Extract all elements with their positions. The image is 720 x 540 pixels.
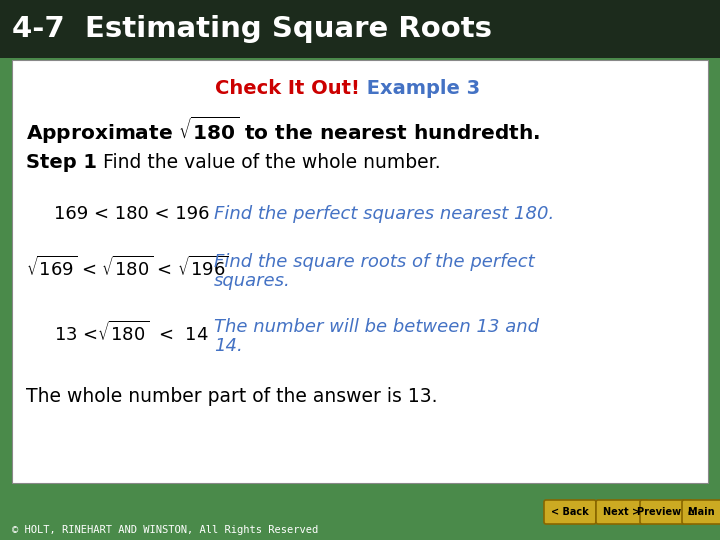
Text: Find the perfect squares nearest 180.: Find the perfect squares nearest 180. bbox=[214, 205, 554, 223]
FancyBboxPatch shape bbox=[596, 500, 648, 524]
FancyBboxPatch shape bbox=[682, 500, 720, 524]
Text: The number will be between 13 and: The number will be between 13 and bbox=[214, 318, 539, 336]
FancyBboxPatch shape bbox=[640, 500, 692, 524]
Text: 169 < 180 < 196: 169 < 180 < 196 bbox=[54, 205, 210, 223]
Text: The whole number part of the answer is 13.: The whole number part of the answer is 1… bbox=[26, 387, 438, 406]
Text: Find the square roots of the perfect: Find the square roots of the perfect bbox=[214, 253, 535, 271]
Text: © HOLT, RINEHART AND WINSTON, All Rights Reserved: © HOLT, RINEHART AND WINSTON, All Rights… bbox=[12, 525, 318, 535]
Text: Preview  ⌂: Preview ⌂ bbox=[637, 507, 695, 517]
FancyBboxPatch shape bbox=[0, 485, 720, 540]
FancyBboxPatch shape bbox=[12, 60, 708, 483]
Text: 14.: 14. bbox=[214, 337, 243, 355]
Text: Example 3: Example 3 bbox=[360, 78, 480, 98]
Text: Main  ⌂: Main ⌂ bbox=[688, 507, 720, 517]
FancyBboxPatch shape bbox=[0, 0, 720, 58]
Text: Next >: Next > bbox=[603, 507, 641, 517]
Text: Step 1: Step 1 bbox=[26, 152, 97, 172]
Text: < Back: < Back bbox=[551, 507, 589, 517]
Text: Find the value of the whole number.: Find the value of the whole number. bbox=[91, 152, 441, 172]
Text: 13 <$\sqrt{180}$  <  14: 13 <$\sqrt{180}$ < 14 bbox=[54, 321, 209, 345]
Text: 4-7  Estimating Square Roots: 4-7 Estimating Square Roots bbox=[12, 15, 492, 43]
Text: Check It Out!: Check It Out! bbox=[215, 78, 360, 98]
Text: squares.: squares. bbox=[214, 272, 291, 290]
Text: Approximate $\mathbf{\sqrt{180}}$ to the nearest hundredth.: Approximate $\mathbf{\sqrt{180}}$ to the… bbox=[26, 114, 540, 146]
Text: $\sqrt{169}$ < $\sqrt{180}$ < $\sqrt{196}$: $\sqrt{169}$ < $\sqrt{180}$ < $\sqrt{196… bbox=[26, 256, 229, 280]
FancyBboxPatch shape bbox=[544, 500, 596, 524]
